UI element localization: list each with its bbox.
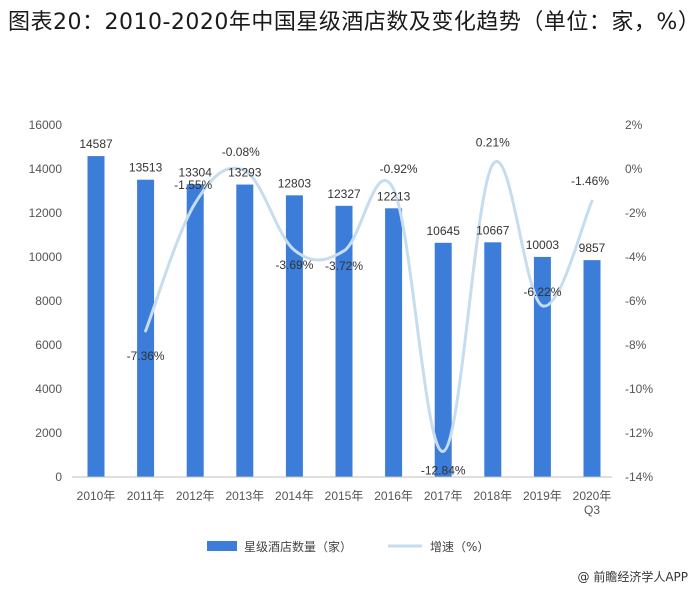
bar-value-label: 14587 — [79, 137, 113, 151]
bar — [583, 260, 601, 477]
right-y-tick: -12% — [625, 426, 653, 440]
bar — [484, 242, 502, 477]
bar — [434, 242, 452, 477]
rate-value-label: -3.72% — [325, 259, 363, 273]
bar-value-label: 13304 — [179, 165, 213, 179]
left-y-tick: 12000 — [29, 206, 63, 220]
right-y-tick: 0% — [625, 162, 643, 176]
left-y-tick: 10000 — [29, 250, 63, 264]
bar — [533, 256, 551, 477]
legend: 星级酒店数量（家） 增速（%） — [207, 539, 489, 554]
rate-value-label: -1.55% — [174, 178, 212, 192]
right-y-tick: -2% — [625, 206, 647, 220]
x-tick-label: 2019年 — [523, 489, 562, 503]
bar — [335, 205, 353, 477]
bar — [87, 156, 105, 477]
left-y-tick: 16000 — [29, 118, 63, 132]
bar-value-label: 13293 — [228, 166, 262, 180]
left-y-tick: 0 — [55, 470, 62, 484]
growth-line — [144, 160, 594, 453]
right-y-axis: -14% -12% -10% -8% -6% -4% -2% 0% 2% — [625, 118, 653, 484]
x-tick-label: 2016年 — [374, 489, 413, 503]
right-y-tick: -8% — [625, 338, 647, 352]
bar-data-labels: 14587 13513 13304 13293 12803 12327 12213 10645… — [79, 137, 605, 255]
left-y-tick: 2000 — [35, 426, 62, 440]
rate-value-label: -1.46% — [571, 174, 609, 188]
chart-title: 图表20：2010-2020年中国星级酒店数及变化趋势（单位：家，%） — [8, 10, 700, 35]
bar-value-label: 12803 — [278, 176, 312, 190]
bar-value-label: 12327 — [327, 187, 361, 201]
legend-bar-swatch — [207, 541, 237, 551]
left-y-tick: 4000 — [35, 382, 62, 396]
rate-value-label: -12.84% — [421, 463, 466, 477]
x-tick-label: 2017年 — [424, 489, 463, 503]
x-tick-label: 2015年 — [325, 489, 364, 503]
right-y-tick: -4% — [625, 250, 647, 264]
growth-line-series — [144, 160, 594, 453]
bar-series — [87, 156, 601, 478]
x-tick-label: 2013年 — [225, 489, 264, 503]
rate-value-label: -7.36% — [127, 349, 165, 363]
bar-value-label: 12213 — [377, 189, 411, 203]
bar-value-label: 9857 — [579, 241, 606, 255]
rate-value-label: -6.22% — [523, 285, 561, 299]
bar-value-label: 10645 — [427, 224, 461, 238]
bar — [285, 195, 303, 478]
left-y-tick: 6000 — [35, 338, 62, 352]
rate-value-label: -0.08% — [222, 145, 260, 159]
rate-value-label: 0.21% — [476, 135, 510, 149]
rate-value-label: -3.69% — [275, 258, 313, 272]
legend-bar-label: 星级酒店数量（家） — [244, 539, 352, 554]
right-y-tick: 2% — [625, 118, 643, 132]
x-tick-label: 2011年 — [127, 489, 165, 503]
x-axis: 2010年 2011年 2012年 2013年 2014年 2015年 2016年 2017年… — [72, 476, 612, 517]
rate-value-label: -0.92% — [380, 162, 418, 176]
left-y-axis: 0 2000 4000 6000 8000 10000 12000 14000 16000 — [29, 118, 63, 484]
left-y-tick: 8000 — [35, 294, 62, 308]
x-tick-label: 2014年 — [275, 489, 314, 503]
x-tick-label: 2012年 — [176, 489, 215, 503]
right-y-tick: -10% — [625, 382, 653, 396]
source-credit: @ 前瞻经济学人APP — [577, 570, 689, 584]
bar — [186, 184, 204, 477]
legend-line-label: 增速（%） — [430, 540, 489, 554]
bar — [236, 184, 254, 477]
bar — [385, 208, 403, 477]
left-y-tick: 14000 — [29, 162, 63, 176]
bar-value-label: 13513 — [129, 161, 163, 175]
right-y-tick: -14% — [625, 470, 653, 484]
bar-value-label: 10003 — [526, 238, 560, 252]
x-tick-label: 2020年 Q3 — [573, 489, 612, 517]
x-tick-label: 2018年 — [473, 489, 512, 503]
bar-value-label: 10667 — [476, 223, 510, 237]
right-y-tick: -6% — [625, 294, 647, 308]
x-tick-label: 2010年 — [77, 489, 116, 503]
rate-data-labels: -7.36% -1.55% -0.08% -3.69% -3.72% -0.92% -12.… — [127, 135, 610, 477]
